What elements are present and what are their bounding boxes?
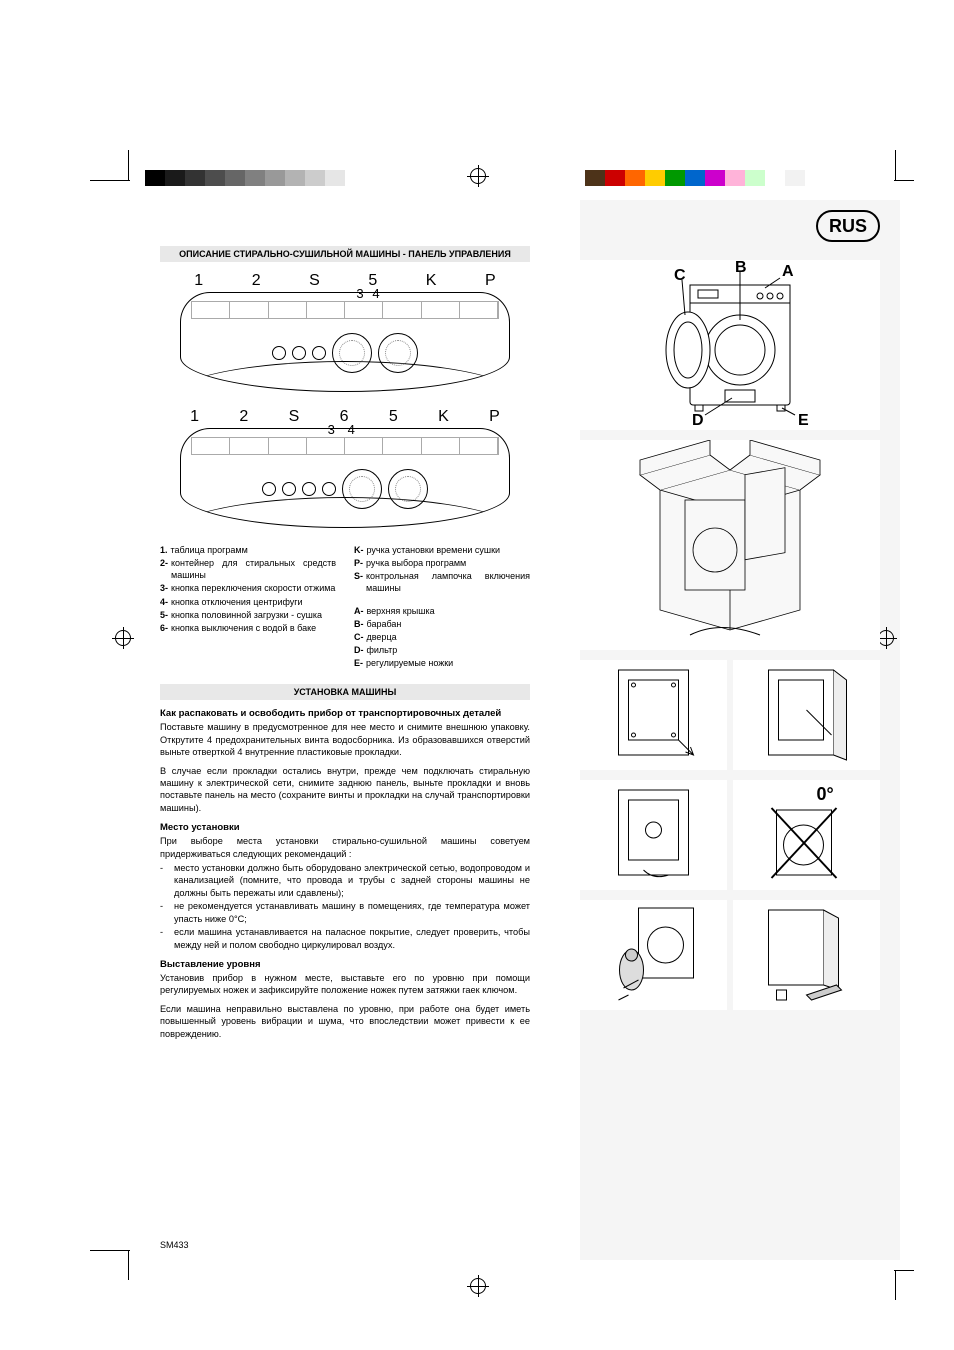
legend-key: K- (354, 544, 364, 556)
body-text: Поставьте машину в предусмотренное для н… (160, 721, 530, 758)
legend-text: кнопка половинной загрузки - сушка (171, 609, 322, 621)
legend-key: D- (354, 644, 364, 656)
body-text: Если машина неправильно выставлена по ур… (160, 1003, 530, 1040)
crop-mark (895, 150, 896, 180)
legend-key: E- (354, 657, 363, 669)
svg-text:D: D (692, 412, 704, 429)
legend-key: A- (354, 605, 364, 617)
registration-mark-icon (470, 1278, 486, 1294)
crop-mark (128, 150, 129, 180)
crop-mark (895, 1270, 896, 1300)
svg-text:E: E (798, 412, 809, 429)
section-header-description: ОПИСАНИЕ СТИРАЛЬНО-СУШИЛЬНОЙ МАШИНЫ - ПА… (160, 246, 530, 262)
place-heading: Место установки (160, 822, 530, 833)
panel-label: 5 (389, 408, 398, 426)
legend-key: 5- (160, 609, 168, 621)
color-colorbar (585, 170, 805, 186)
crop-mark (90, 1250, 130, 1251)
legend-key: 6- (160, 622, 168, 634)
legend-key: 1. (160, 544, 168, 556)
legend-text: таблица программ (171, 544, 248, 556)
legend-key: 4- (160, 596, 168, 608)
panel-label: 2 (252, 272, 261, 290)
legend-text: кнопка отключения центрифуги (171, 596, 303, 608)
panel-label: 1 (194, 272, 203, 290)
section-header-install: УСТАНОВКА МАШИНЫ (160, 684, 530, 700)
body-text: В случае если прокладки остались внутри,… (160, 765, 530, 815)
legend-text: верхняя крышка (367, 605, 435, 617)
legend: 1.таблица программ2-контейнер для стирал… (160, 544, 530, 670)
control-panel-diagram-2: 1 2 S 6 3 4 5 K P (160, 408, 530, 528)
legend-text: ручка выбора программ (366, 557, 466, 569)
svg-text:0°: 0° (817, 784, 834, 804)
panel-label: 1 (190, 408, 199, 426)
unpack-heading: Как распаковать и освободить прибор от т… (160, 708, 530, 719)
footer-code: SM433 (160, 1240, 189, 1250)
machine-parts-diagram: A B C D E (580, 260, 880, 430)
svg-text:B: B (735, 260, 747, 276)
grayscale-colorbar (145, 170, 365, 186)
level-heading: Выставление уровня (160, 959, 530, 970)
legend-text: барабан (367, 618, 402, 630)
control-panel-diagram-1: 1 2 S 5 3 4 K P (160, 272, 530, 392)
svg-text:A: A (782, 263, 794, 280)
legend-key: S- (354, 570, 363, 594)
legend-text: контрольная лампочка включения машины (366, 570, 530, 594)
legend-key: C- (354, 631, 364, 643)
crop-mark (128, 1250, 129, 1280)
body-text: При выборе места установки стирально-суш… (160, 835, 530, 860)
legend-text: кнопка выключения с водой в баке (171, 622, 316, 634)
legend-text: регулируемые ножки (366, 657, 453, 669)
unpack-diagram (580, 440, 880, 650)
bullet-dash: - (160, 862, 174, 899)
legend-text: дверца (367, 631, 397, 643)
legend-text: ручка установки времени сушки (367, 544, 501, 556)
body-text: Установив прибор в нужном месте, выставь… (160, 972, 530, 997)
bullet-text: если машина устанавливается на паласное … (174, 926, 530, 951)
panel-label: S (289, 408, 300, 426)
registration-mark-icon (470, 168, 486, 184)
legend-text: фильтр (367, 644, 398, 656)
back-panel-diagrams (580, 660, 880, 780)
legend-key: B- (354, 618, 364, 630)
legend-text: кнопка переключения скорости отжима (171, 582, 335, 594)
panel-label: 2 (239, 408, 248, 426)
bullet-list: -место установки должно быть оборудовано… (160, 862, 530, 951)
bullet-dash: - (160, 900, 174, 925)
figure-column: A B C D E (580, 260, 880, 1020)
panel-label: S (309, 272, 320, 290)
svg-text:C: C (674, 267, 686, 284)
crop-mark (90, 180, 130, 181)
panel-label: K (426, 272, 437, 290)
leveling-diagrams (580, 900, 880, 1020)
bullet-dash: - (160, 926, 174, 951)
crop-mark (894, 1270, 914, 1271)
legend-key: 2- (160, 557, 168, 581)
language-badge: RUS (816, 210, 880, 242)
crop-mark (894, 180, 914, 181)
registration-mark-icon (115, 630, 131, 646)
panel-label: P (489, 408, 500, 426)
install-diagrams-row: 0° (580, 780, 880, 900)
bullet-text: место установки должно быть оборудовано … (174, 862, 530, 899)
legend-key: P- (354, 557, 363, 569)
panel-label: K (438, 408, 449, 426)
bullet-text: не рекомендуется устанавливать машину в … (174, 900, 530, 925)
legend-text: контейнер для стиральных средств машины (171, 557, 336, 581)
panel-label: P (485, 272, 496, 290)
legend-key: 3- (160, 582, 168, 594)
